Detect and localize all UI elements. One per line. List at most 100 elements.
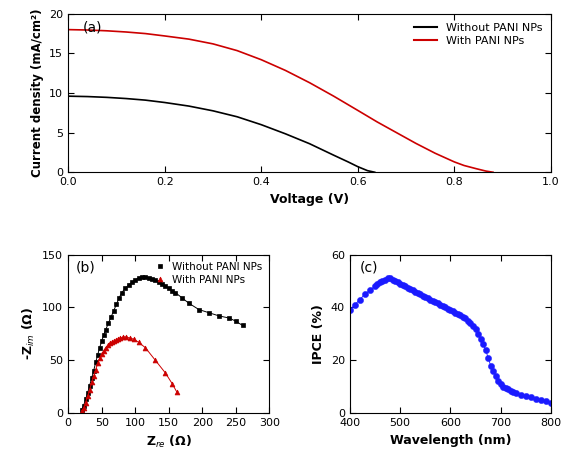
Without PANI NPs xyxy=(306,141,313,146)
Without PANI NPs xyxy=(96,345,103,350)
With PANI NPs xyxy=(185,36,192,42)
With PANI NPs xyxy=(135,340,142,345)
Without PANI NPs xyxy=(149,276,156,282)
With PANI NPs xyxy=(94,361,101,366)
With PANI NPs xyxy=(461,163,467,168)
With PANI NPs xyxy=(169,381,176,386)
With PANI NPs xyxy=(258,57,265,62)
Without PANI NPs xyxy=(239,323,246,328)
Without PANI NPs xyxy=(108,314,115,320)
With PANI NPs xyxy=(234,48,241,53)
Without PANI NPs xyxy=(118,290,125,296)
Without PANI NPs xyxy=(158,281,165,287)
Without PANI NPs xyxy=(142,274,149,280)
With PANI NPs xyxy=(142,345,149,350)
Line: With PANI NPs: With PANI NPs xyxy=(79,335,179,414)
Without PANI NPs xyxy=(161,100,168,105)
Line: With PANI NPs: With PANI NPs xyxy=(68,30,493,172)
Without PANI NPs xyxy=(113,302,120,307)
With PANI NPs xyxy=(112,337,119,343)
With PANI NPs xyxy=(80,405,87,410)
Text: (b): (b) xyxy=(76,261,96,275)
Without PANI NPs xyxy=(103,95,110,100)
Without PANI NPs xyxy=(80,403,87,409)
Without PANI NPs xyxy=(98,338,105,344)
With PANI NPs xyxy=(114,336,121,342)
With PANI NPs xyxy=(473,166,479,171)
Without PANI NPs xyxy=(185,103,192,109)
With PANI NPs xyxy=(482,168,489,174)
Without PANI NPs xyxy=(92,360,99,365)
Without PANI NPs xyxy=(145,275,152,280)
Without PANI NPs xyxy=(210,108,216,113)
Without PANI NPs xyxy=(88,375,95,381)
With PANI NPs xyxy=(173,389,180,395)
Text: (a): (a) xyxy=(83,20,102,34)
With PANI NPs xyxy=(92,367,99,373)
Y-axis label: -Z$_{im}$ (Ω): -Z$_{im}$ (Ω) xyxy=(20,308,37,360)
Without PANI NPs xyxy=(125,283,132,288)
With PANI NPs xyxy=(331,94,337,99)
With PANI NPs xyxy=(108,340,115,345)
Without PANI NPs xyxy=(123,96,130,101)
Without PANI NPs xyxy=(185,301,192,306)
With PANI NPs xyxy=(84,27,91,33)
With PANI NPs xyxy=(88,380,95,385)
With PANI NPs xyxy=(306,80,313,85)
Without PANI NPs xyxy=(172,290,179,296)
Without PANI NPs xyxy=(110,308,117,313)
With PANI NPs xyxy=(210,41,216,47)
With PANI NPs xyxy=(78,408,85,414)
Without PANI NPs xyxy=(169,288,176,293)
Line: Without PANI NPs: Without PANI NPs xyxy=(68,96,375,172)
Without PANI NPs xyxy=(179,295,186,301)
Without PANI NPs xyxy=(195,307,202,312)
Without PANI NPs xyxy=(82,397,89,402)
With PANI NPs xyxy=(120,334,127,340)
Without PANI NPs xyxy=(258,122,265,128)
With PANI NPs xyxy=(123,29,130,35)
X-axis label: Z$_{re}$ (Ω): Z$_{re}$ (Ω) xyxy=(146,433,192,450)
With PANI NPs xyxy=(96,355,103,361)
With PANI NPs xyxy=(84,393,91,399)
With PANI NPs xyxy=(106,341,113,346)
Without PANI NPs xyxy=(345,159,352,165)
With PANI NPs xyxy=(432,151,438,156)
Without PANI NPs xyxy=(84,94,91,99)
Without PANI NPs xyxy=(116,295,123,301)
With PANI NPs xyxy=(82,400,89,405)
With PANI NPs xyxy=(103,28,110,34)
With PANI NPs xyxy=(102,345,109,350)
With PANI NPs xyxy=(127,336,133,341)
With PANI NPs xyxy=(98,351,105,357)
With PANI NPs xyxy=(90,373,97,379)
With PANI NPs xyxy=(162,370,169,376)
Legend: Without PANI NPs, With PANI NPs: Without PANI NPs, With PANI NPs xyxy=(411,19,545,49)
Without PANI NPs xyxy=(225,315,232,321)
Without PANI NPs xyxy=(162,284,169,289)
Without PANI NPs xyxy=(90,368,97,374)
Without PANI NPs xyxy=(206,310,212,315)
Without PANI NPs xyxy=(232,319,239,324)
With PANI NPs xyxy=(152,358,158,363)
With PANI NPs xyxy=(393,130,400,135)
With PANI NPs xyxy=(490,169,496,175)
Without PANI NPs xyxy=(139,274,145,280)
Without PANI NPs xyxy=(371,169,378,175)
With PANI NPs xyxy=(117,336,124,341)
With PANI NPs xyxy=(374,119,381,125)
Without PANI NPs xyxy=(132,277,139,283)
Without PANI NPs xyxy=(128,280,135,285)
Without PANI NPs xyxy=(78,407,85,413)
With PANI NPs xyxy=(110,338,117,344)
With PANI NPs xyxy=(65,27,72,33)
Without PANI NPs xyxy=(65,94,72,99)
X-axis label: Wavelength (nm): Wavelength (nm) xyxy=(390,433,511,447)
With PANI NPs xyxy=(282,67,289,73)
Without PANI NPs xyxy=(101,332,107,338)
With PANI NPs xyxy=(354,108,361,113)
Without PANI NPs xyxy=(102,327,109,332)
With PANI NPs xyxy=(142,31,149,36)
Text: (c): (c) xyxy=(360,261,378,275)
Without PANI NPs xyxy=(84,390,91,396)
